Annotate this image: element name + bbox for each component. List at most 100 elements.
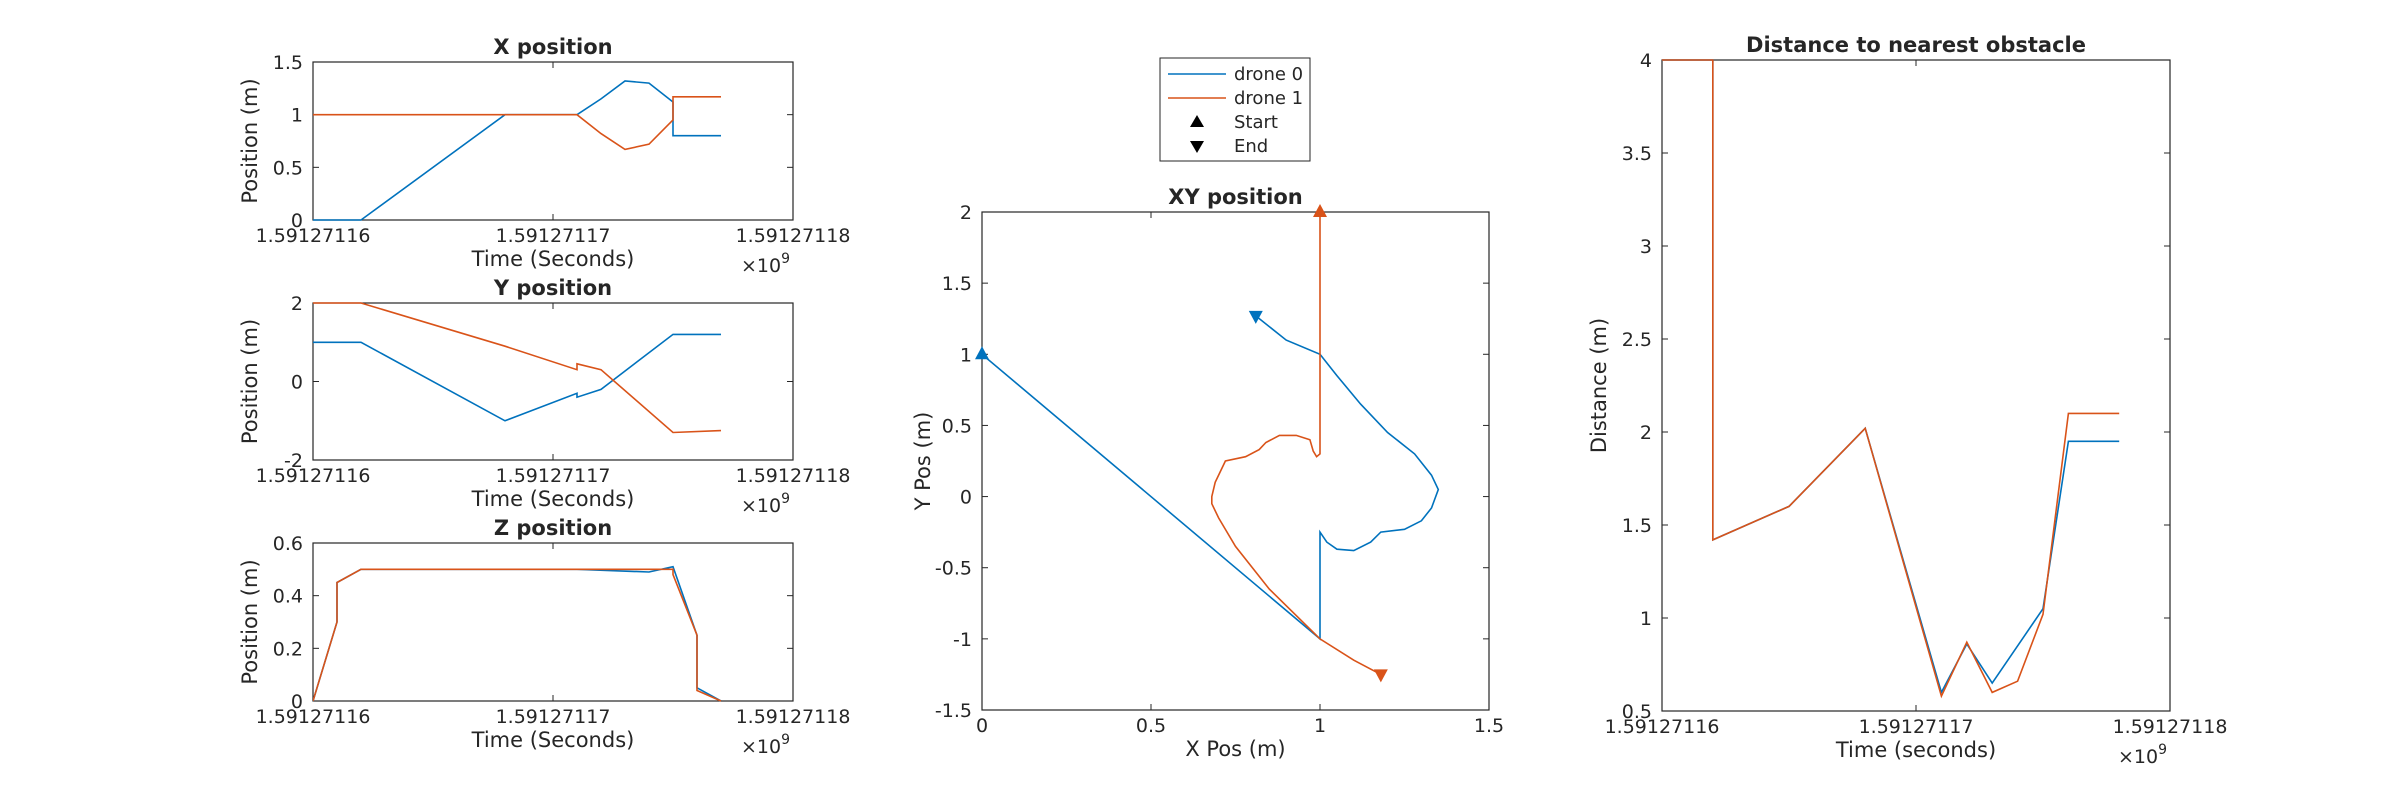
y-axis-label: Position (m) [238,559,262,684]
y-tick-label: 0.4 [273,586,303,608]
x-tick-label: 1.59127118 [736,465,851,487]
series-line-drone-1 [1211,212,1382,676]
x-exponent-power: 9 [2158,742,2167,758]
y-tick-label: 0.5 [1622,701,1652,723]
end-marker [1373,669,1388,683]
y-axis-label: Position (m) [238,78,262,203]
start-marker [975,346,989,360]
y-tick-label: 1 [291,105,303,127]
chart-title: XY position [1168,185,1302,209]
x-tick-label: 1.59127117 [496,225,611,247]
y-tick-label: 0.5 [942,415,972,437]
x-exponent-power: 9 [781,491,790,507]
y-tick-label: 1 [1640,608,1652,630]
x-axis-label: Time (Seconds) [471,487,635,511]
y-tick-label: 2 [1640,422,1652,444]
y-axis-label: Position (m) [238,319,262,444]
chart-title: X position [493,35,612,59]
x-exponent-base: ×10 [741,255,781,277]
series-line-drone-1 [1662,59,2120,699]
legend-start-marker [1190,115,1204,127]
x-tick-label: 1.59127118 [736,225,851,247]
x-tick-label: 1.59127116 [256,706,371,728]
y-tick-label: 1.5 [273,52,303,74]
y-tick-label: 0.6 [273,533,303,555]
start-marker [1313,204,1327,217]
y-tick-label: -0.5 [935,558,972,580]
x-axis-label: Time (Seconds) [471,247,635,271]
chart-y_position: Y position 1.59127116 1.59127117 1.59127118… [238,276,850,517]
y-tick-label: 0 [291,691,303,713]
x-axis-label: Time (Seconds) [471,728,635,752]
x-tick-label: 1.59127118 [736,706,851,728]
x-tick-label: 1.59127117 [496,706,611,728]
series-line-drone-0 [313,333,721,422]
y-tick-label: 0 [291,210,303,232]
y-tick-label: 2 [291,293,303,315]
x-tick-label: 1.59127116 [256,225,371,247]
y-tick-label: 4 [1640,50,1652,72]
x-tick-label: 1 [1314,715,1326,737]
legend-end-marker [1190,141,1204,153]
y-tick-label: -1 [953,629,972,651]
chart-xy_position: XY position 0 0.5 1 1.5 -1.5 -1 -0.5 0 0.5 1 1.5 2 X … [911,57,1504,761]
x-tick-label: 1.59127116 [1605,716,1720,738]
legend-label: End [1234,136,1268,157]
y-axis-label: Distance (m) [1587,318,1611,453]
plot-area [981,211,1490,711]
series-line-drone-0 [982,315,1440,641]
y-tick-label: 1 [960,344,972,366]
plot-area [312,61,794,221]
y-tick-label: 2.5 [1622,329,1652,351]
x-axis-label: Time (seconds) [1835,738,1996,762]
plot-area [312,542,794,702]
y-axis-label: Y Pos (m) [911,412,935,512]
chart-z_position: Z position 1.59127116 1.59127117 1.59127118… [238,516,850,758]
x-tick-label: 1.59127117 [496,465,611,487]
legend-label: Start [1234,112,1278,133]
x-exponent: ×109 [741,251,790,277]
legend-label: drone 1 [1234,88,1303,109]
y-tick-label: 2 [960,202,972,224]
x-tick-label: 0 [976,715,988,737]
y-tick-label: 3.5 [1622,143,1652,165]
chart-x_position: X position 1.59127116 1.59127117 1.59127118… [238,35,850,277]
series-line-drone-1 [313,302,722,434]
legend-box [1159,57,1311,162]
y-tick-label: -2 [284,450,303,472]
end-marker [1248,310,1263,324]
x-exponent-base: ×10 [741,495,781,517]
x-exponent-power: 9 [781,732,790,748]
x-exponent-base: ×10 [741,736,781,758]
chart-title: Z position [494,516,612,540]
x-tick-label: 1.59127117 [1859,716,1974,738]
series-line-drone-1 [313,96,721,151]
x-exponent-base: ×10 [2118,746,2158,768]
legend: drone 0 drone 1 Start End [1159,57,1311,162]
x-tick-label: 1.59127118 [2113,716,2228,738]
y-tick-label: 0 [960,487,972,509]
x-exponent: ×109 [741,732,790,758]
x-tick-label: 1.5 [1474,715,1504,737]
x-tick-label: 1.59127116 [256,465,371,487]
chart-title: Y position [493,276,612,300]
chart-title: Distance to nearest obstacle [1746,33,2086,57]
legend-label: drone 0 [1234,64,1303,85]
plot-area [1661,59,2171,712]
series-line-drone-1 [313,568,722,702]
x-exponent: ×109 [741,491,790,517]
x-exponent: ×109 [2118,742,2167,768]
chart-distance_to_nearest_obstacle: Distance to nearest obstacle 1.59127116 1.… [1587,33,2227,768]
y-tick-label: 0 [291,372,303,394]
y-tick-label: -1.5 [935,700,972,722]
x-axis-label: X Pos (m) [1185,737,1285,761]
x-exponent-power: 9 [781,251,790,267]
y-tick-label: 3 [1640,236,1652,258]
y-tick-label: 0.2 [273,638,303,660]
y-tick-label: 0.5 [273,157,303,179]
x-tick-label: 0.5 [1136,715,1166,737]
y-tick-label: 1.5 [942,273,972,295]
plot-area [312,302,794,461]
y-tick-label: 1.5 [1622,515,1652,537]
